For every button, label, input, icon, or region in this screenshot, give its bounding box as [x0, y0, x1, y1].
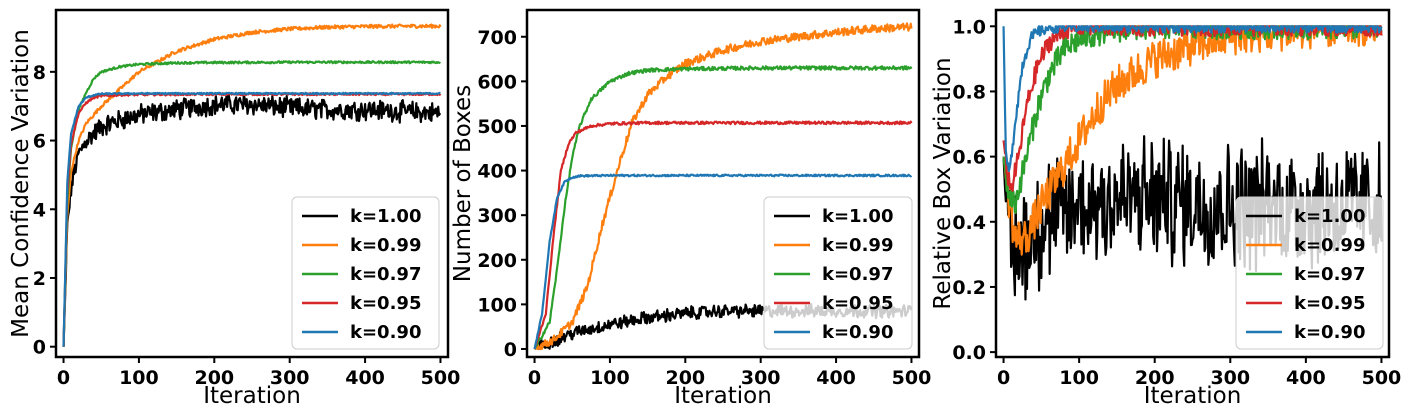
legend: k=1.00 k=0.99 k=0.97 k=0.95 k=0.90: [1235, 196, 1384, 350]
legend-label: k=1.00: [350, 206, 421, 227]
x-tick-label: 400: [1286, 367, 1326, 389]
series-line-k097: [533, 65, 913, 350]
legend-label: k=0.95: [1294, 293, 1365, 314]
legend-label: k=0.90: [822, 322, 893, 343]
x-tick-label: 500: [421, 367, 461, 389]
y-tick-label: 700: [477, 27, 517, 49]
legend-label: k=0.95: [350, 293, 421, 314]
series-line-k100: [1002, 135, 1383, 301]
x-axis-label: Iteration: [1144, 383, 1242, 409]
series-line-k095: [533, 120, 913, 350]
legend-label: k=0.90: [350, 322, 421, 343]
x-tick-label: 100: [590, 367, 630, 389]
y-axis-label: Mean Confidence Variation: [8, 29, 34, 338]
series-group: [1002, 25, 1383, 301]
legend: k=1.00 k=0.99 k=0.97 k=0.95 k=0.90: [763, 196, 913, 350]
axes-frame: [54, 8, 450, 359]
x-tick-label: 100: [1059, 367, 1099, 389]
axes-frame: [525, 8, 921, 359]
series-line-k100: [62, 93, 442, 347]
y-axis-label: Number of Boxes: [450, 85, 476, 282]
y-tick-label: 0.8: [952, 81, 986, 103]
y-tick-label: 300: [477, 205, 517, 227]
y-tick-label: 8: [33, 62, 46, 84]
y-tick-label: 200: [477, 250, 517, 272]
series-line-k097: [62, 60, 441, 347]
y-tick-label: 600: [477, 71, 517, 93]
series-line-k090: [62, 91, 441, 347]
legend-label: k=0.99: [1294, 235, 1365, 256]
chart-3: 0 100 200 300 400 500 0.0 0.2 0.4 0.6 0.8 1.0 Iterat…: [930, 8, 1402, 409]
y-tick-label: 500: [477, 116, 517, 138]
x-axis-label: Iteration: [674, 383, 772, 409]
y-tick-label: 100: [477, 294, 517, 316]
y-tick-label: 6: [33, 131, 46, 153]
legend-box: [1235, 196, 1384, 350]
x-axis-label: Iteration: [203, 383, 301, 409]
legend-box: [763, 196, 913, 350]
legend-label: k=0.97: [350, 264, 421, 285]
legend-label: k=0.95: [822, 293, 893, 314]
legend-label: k=1.00: [822, 206, 893, 227]
x-tick-label: 0: [997, 367, 1010, 389]
legend-label: k=0.90: [1294, 322, 1365, 343]
legend-label: k=0.97: [1294, 264, 1365, 285]
legend-label: k=1.00: [1294, 206, 1365, 227]
y-tick-label: 2: [33, 268, 46, 290]
x-tick-label: 100: [119, 367, 159, 389]
y-axis-label: Relative Box Variation: [930, 57, 956, 309]
x-tick-label: 0: [57, 367, 70, 389]
y-tick-label: 400: [477, 161, 517, 183]
y-tick-label: 0: [504, 339, 517, 361]
x-tick-label: 400: [345, 367, 385, 389]
legend-label: k=0.99: [350, 235, 421, 256]
y-tick-label: 0.4: [952, 212, 986, 234]
series-group: [62, 23, 442, 347]
legend: k=1.00 k=0.99 k=0.97 k=0.95 k=0.90: [291, 196, 440, 350]
chart-2: 0 100 200 300 400 500 0 100 200 300 400 500 600 700 It…: [450, 8, 932, 409]
y-tick-label: 0: [33, 337, 46, 359]
y-tick-label: 0.0: [952, 342, 986, 364]
x-tick-label: 300: [270, 367, 310, 389]
series-line-k090: [1002, 25, 1383, 173]
x-tick-label: 500: [892, 367, 932, 389]
y-tick-label: 1.0: [952, 16, 986, 38]
series-line-k090: [533, 173, 913, 350]
legend-label: k=0.99: [822, 235, 893, 256]
legend-label: k=0.97: [822, 264, 893, 285]
x-tick-label: 200: [1135, 367, 1175, 389]
chart-1: 0 100 200 300 400 500 0 2 4 6 8 Iteration Mean Confi…: [8, 8, 461, 409]
x-tick-label: 200: [194, 367, 234, 389]
y-tick-label: 4: [33, 199, 46, 221]
series-line-k099: [534, 22, 913, 351]
x-tick-label: 200: [665, 367, 705, 389]
series-line-k099: [62, 23, 442, 347]
y-tick-label: 0.2: [952, 277, 986, 299]
y-tick-label: 0.6: [952, 147, 986, 169]
x-tick-label: 0: [528, 367, 541, 389]
x-tick-label: 300: [1210, 367, 1250, 389]
x-tick-label: 400: [816, 367, 856, 389]
axes-frame: [994, 8, 1391, 359]
x-tick-label: 300: [741, 367, 781, 389]
legend-box: [291, 196, 440, 350]
x-tick-label: 500: [1362, 367, 1402, 389]
